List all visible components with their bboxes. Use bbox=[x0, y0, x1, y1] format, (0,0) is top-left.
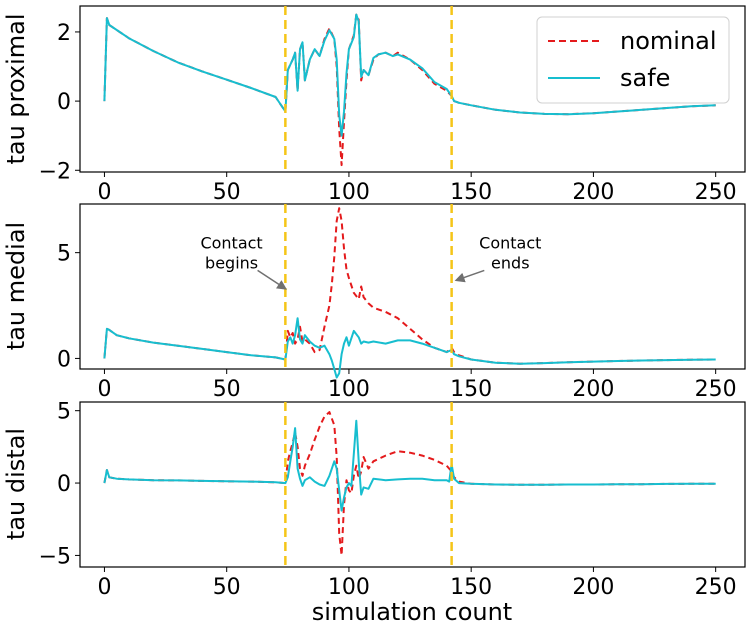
annotation-arrow bbox=[454, 269, 485, 283]
x-axis-label: simulation count bbox=[312, 598, 512, 626]
y-tick-label: 5 bbox=[57, 242, 71, 267]
annotation-contact-begins: Contact begins bbox=[200, 233, 262, 272]
x-tick-label: 50 bbox=[213, 180, 241, 205]
x-tick-label: 0 bbox=[97, 377, 111, 402]
plot-frame bbox=[79, 203, 746, 370]
y-tick-label: 2 bbox=[57, 21, 71, 46]
x-tick-label: 150 bbox=[450, 575, 492, 600]
y-tick-label: −5 bbox=[39, 544, 71, 569]
x-tick-label: 50 bbox=[213, 377, 241, 402]
x-tick-label: 0 bbox=[97, 575, 111, 600]
y-axis-label: tau distal bbox=[2, 428, 30, 540]
x-ticks: 0 50 100 150 200 250 bbox=[97, 369, 737, 402]
y-axis-label: tau proximal bbox=[2, 13, 30, 164]
x-tick-label: 50 bbox=[213, 575, 241, 600]
annotation-arrow bbox=[257, 269, 288, 290]
x-tick-label: 250 bbox=[695, 180, 737, 205]
series-line-safe bbox=[103, 13, 716, 137]
y-tick-label: 0 bbox=[57, 347, 71, 372]
x-tick-label: 200 bbox=[572, 180, 614, 205]
y-ticks: −5 0 5 bbox=[39, 400, 80, 569]
x-ticks: 0 50 100 150 200 250 bbox=[97, 567, 737, 600]
x-ticks: 0 50 100 150 200 250 bbox=[97, 172, 737, 205]
subplot-tau-medial: 05 0 50 100 150 200 250 tau medial bbox=[2, 203, 746, 402]
annotations: Contact begins Contact ends bbox=[200, 233, 541, 290]
x-tick-label: 100 bbox=[328, 377, 370, 402]
x-tick-label: 0 bbox=[97, 180, 111, 205]
y-tick-label: 5 bbox=[57, 400, 71, 425]
series-layer bbox=[103, 411, 716, 557]
x-tick-label: 150 bbox=[450, 180, 492, 205]
x-tick-label: 150 bbox=[450, 377, 492, 402]
annotation-contact-ends: Contact ends bbox=[479, 233, 541, 272]
series-layer bbox=[103, 207, 716, 379]
y-tick-label: 0 bbox=[57, 472, 71, 497]
x-tick-label: 200 bbox=[572, 575, 614, 600]
legend: nominal safe bbox=[536, 16, 730, 104]
x-tick-label: 250 bbox=[695, 377, 737, 402]
series-line-safe bbox=[103, 419, 716, 512]
y-tick-label: −2 bbox=[39, 159, 71, 184]
y-ticks: −2 0 2 bbox=[39, 21, 80, 184]
x-tick-label: 250 bbox=[695, 575, 737, 600]
legend-label-nominal: nominal bbox=[620, 27, 717, 55]
series-layer bbox=[103, 13, 716, 167]
x-tick-label: 100 bbox=[328, 180, 370, 205]
y-ticks: 05 bbox=[57, 242, 80, 372]
series-line-safe bbox=[103, 317, 716, 379]
x-tick-label: 200 bbox=[572, 377, 614, 402]
y-tick-label: 0 bbox=[57, 90, 71, 115]
x-tick-label: 100 bbox=[328, 575, 370, 600]
subplot-tau-distal: −5 0 5 0 50 100 150 200 250 tau distal bbox=[2, 400, 746, 600]
y-axis-label: tau medial bbox=[2, 222, 30, 350]
legend-label-safe: safe bbox=[620, 64, 670, 92]
legend-box bbox=[536, 16, 730, 104]
